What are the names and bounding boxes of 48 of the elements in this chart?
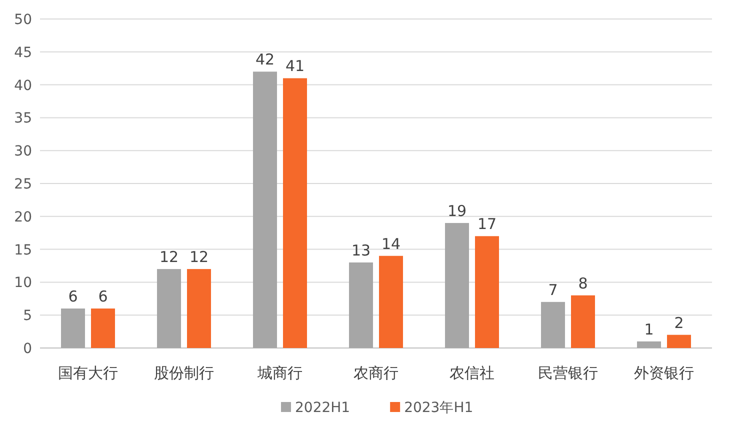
y-tick-label: 15 xyxy=(14,242,32,258)
bar xyxy=(253,72,277,348)
y-tick-label: 50 xyxy=(14,12,32,28)
bar xyxy=(637,341,661,348)
y-tick-label: 45 xyxy=(14,44,32,61)
x-tick-label: 外资银行 xyxy=(634,364,694,382)
bar xyxy=(283,78,307,348)
data-label: 12 xyxy=(159,248,179,266)
data-label: 14 xyxy=(381,234,401,253)
x-tick-label: 城商行 xyxy=(256,364,302,382)
bar xyxy=(61,308,85,348)
x-tick-label: 农商行 xyxy=(354,364,398,382)
bar xyxy=(187,269,211,348)
bar xyxy=(475,236,499,348)
bar xyxy=(379,256,403,348)
y-tick-label: 20 xyxy=(14,209,32,226)
y-tick-label: 35 xyxy=(14,110,32,127)
data-label: 41 xyxy=(285,57,305,76)
y-tick-label: 30 xyxy=(14,144,32,160)
data-label: 2 xyxy=(674,314,684,332)
y-tick-label: 25 xyxy=(14,176,32,192)
y-tick-label: 5 xyxy=(23,308,32,324)
y-tick-label: 10 xyxy=(14,275,32,292)
bar xyxy=(445,222,469,348)
data-label: 8 xyxy=(578,274,588,292)
x-tick-label: 股份制行 xyxy=(154,364,214,382)
x-tick-label: 农信社 xyxy=(450,364,494,382)
x-tick-label: 民营银行 xyxy=(538,364,598,382)
data-label: 13 xyxy=(351,241,371,260)
x-tick-label: 国有大行 xyxy=(58,364,118,382)
data-label: 6 xyxy=(68,288,78,306)
bar xyxy=(667,334,691,348)
data-label: 7 xyxy=(548,280,558,299)
data-label: 6 xyxy=(98,288,108,306)
data-label: 12 xyxy=(189,248,209,266)
data-label: 1 xyxy=(644,320,654,338)
bar xyxy=(541,302,565,348)
data-label: 19 xyxy=(447,202,467,220)
y-tick-label: 40 xyxy=(14,78,32,94)
bar xyxy=(91,308,115,348)
bar xyxy=(349,262,373,348)
legend-label: 2022H1 xyxy=(295,400,350,416)
data-label: 17 xyxy=(477,215,497,234)
data-label: 42 xyxy=(255,50,275,69)
bar xyxy=(571,295,595,348)
y-tick-label: 0 xyxy=(23,341,32,357)
legend-label: 2023年H1 xyxy=(404,400,474,416)
bar xyxy=(157,269,181,348)
